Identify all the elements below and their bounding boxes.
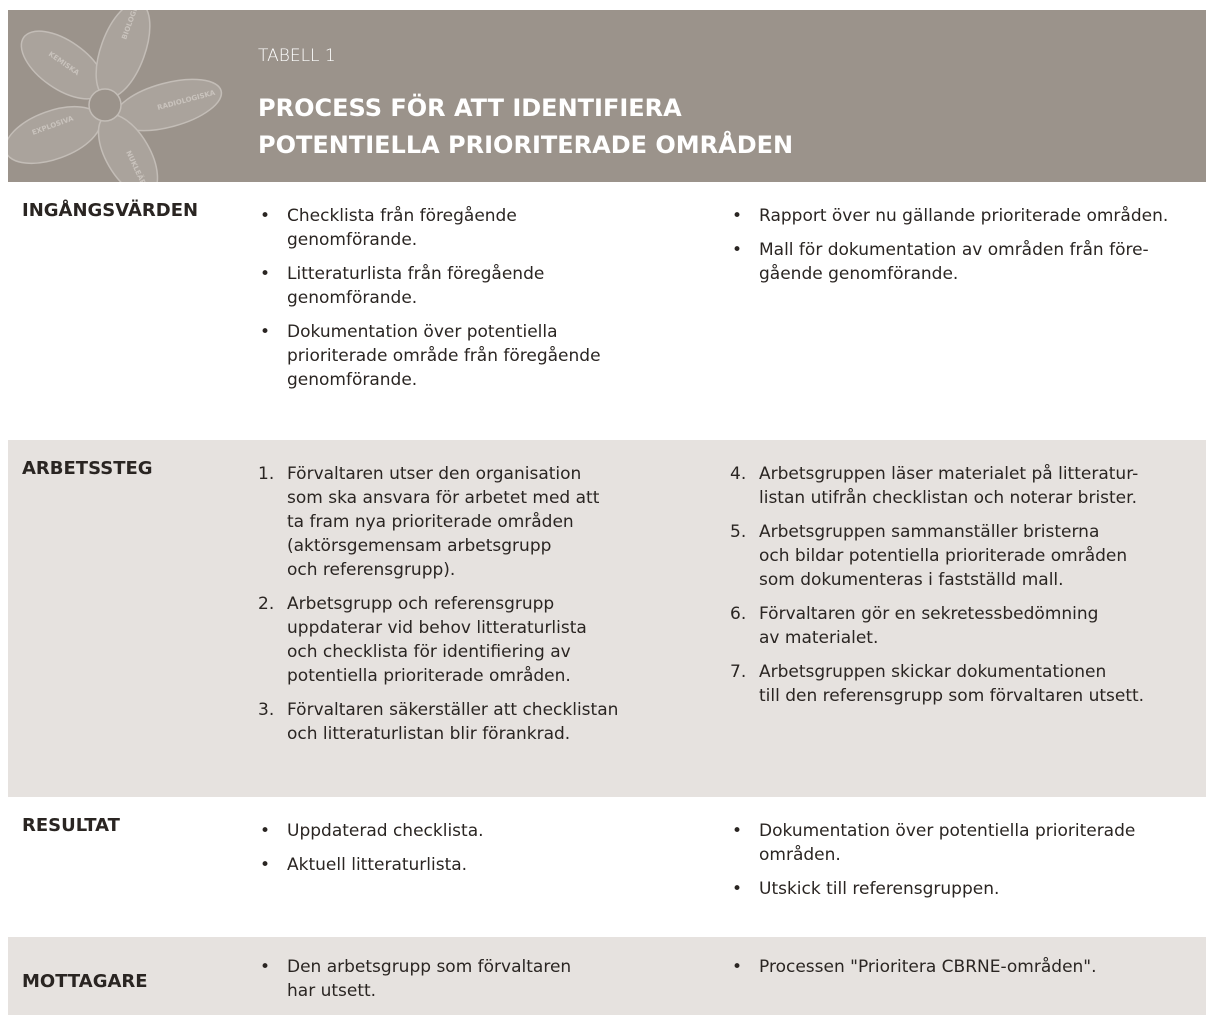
- item-text: Litteraturlista från föregående genomför…: [287, 264, 545, 308]
- table-row: INGÅNGSVÄRDEN Checklista från föregående …: [8, 182, 1206, 440]
- table: INGÅNGSVÄRDEN Checklista från föregående …: [8, 182, 1206, 1015]
- list-item: Uppdaterad checklista.: [258, 819, 698, 843]
- cell: 1. Förvaltaren utser den organisation som…: [258, 462, 698, 756]
- cell: Den arbetsgrupp som förvaltaren har utse…: [258, 955, 698, 1013]
- list-item: Dokumentation över potentiella prioriter…: [258, 320, 698, 392]
- list-item: Dokumentation över potentiella prioriter…: [730, 819, 1206, 867]
- item-text: Förvaltaren gör en sekretessbedömning av…: [759, 604, 1099, 648]
- item-text: Dokumentation över potentiella prioriter…: [287, 322, 601, 390]
- cell: Processen "Prioritera CBRNE-områden".: [730, 955, 1206, 989]
- list-item: Rapport över nu gällande prioriterade om…: [730, 204, 1206, 228]
- list-item: 6. Förvaltaren gör en sekretessbedömning …: [730, 602, 1206, 650]
- cell: Rapport över nu gällande prioriterade om…: [730, 204, 1206, 296]
- item-text: Arbetsgruppen skickar dokumentationen ti…: [759, 662, 1145, 706]
- item-text: Checklista från föregående genomförande.: [287, 206, 517, 250]
- list-item: Utskick till referensgruppen.: [730, 877, 1206, 901]
- list-item: 5. Arbetsgruppen sammanställer bristerna …: [730, 520, 1206, 592]
- list-item: 7. Arbetsgruppen skickar dokumentationen …: [730, 660, 1206, 708]
- list-item: Aktuell litteraturlista.: [258, 853, 698, 877]
- item-number: 5.: [730, 522, 747, 542]
- item-number: 6.: [730, 604, 747, 624]
- list-item: Litteraturlista från föregående genomför…: [258, 262, 698, 310]
- list-item: Processen "Prioritera CBRNE-områden".: [730, 955, 1206, 979]
- item-text: Arbetsgrupp och referensgrupp uppdaterar…: [287, 594, 587, 686]
- list-item: 2. Arbetsgrupp och referensgrupp uppdater…: [258, 592, 698, 688]
- cell: Checklista från föregående genomförande.…: [258, 204, 698, 402]
- item-number: 7.: [730, 662, 747, 682]
- table-title: PROCESS FÖR ATT IDENTIFIERA POTENTIELLA …: [258, 94, 794, 159]
- item-text: Utskick till referensgruppen.: [759, 879, 1000, 899]
- table-row: RESULTAT Uppdaterad checklista. Aktuell li…: [8, 797, 1206, 937]
- list-item: 4. Arbetsgruppen läser materialet på litt…: [730, 462, 1206, 510]
- list-item: Checklista från föregående genomförande.: [258, 204, 698, 252]
- item-text: Aktuell litteraturlista.: [287, 855, 468, 875]
- item-text: Mall för dokumentation av områden från f…: [759, 240, 1149, 284]
- item-number: 1.: [258, 464, 275, 484]
- list-item: 1. Förvaltaren utser den organisation som…: [258, 462, 698, 582]
- list-item: 3. Förvaltaren säkerställer att checklist…: [258, 698, 698, 746]
- table-row: MOTTAGARE Den arbetsgrupp som förvaltaren…: [8, 937, 1206, 1015]
- emblem: KEMISKABIOLOGISKARADIOLOGISKAEXPLOSIVANU…: [8, 10, 223, 182]
- row-label: MOTTAGARE: [22, 971, 148, 992]
- item-text: Uppdaterad checklista.: [287, 821, 484, 841]
- item-number: 4.: [730, 464, 747, 484]
- cell: Dokumentation över potentiella prioriter…: [730, 819, 1206, 911]
- list-item: Mall för dokumentation av områden från f…: [730, 238, 1206, 286]
- item-text: Dokumentation över potentiella prioriter…: [759, 821, 1136, 865]
- item-number: 2.: [258, 594, 275, 614]
- row-label: ARBETSSTEG: [22, 458, 153, 479]
- item-text: Förvaltaren utser den organisation som s…: [287, 464, 600, 580]
- cell: 4. Arbetsgruppen läser materialet på litt…: [730, 462, 1206, 718]
- item-text: Processen "Prioritera CBRNE-områden".: [759, 957, 1097, 977]
- cell: Uppdaterad checklista. Aktuell litteratur…: [258, 819, 698, 887]
- row-label: INGÅNGSVÄRDEN: [22, 200, 199, 221]
- item-number: 3.: [258, 700, 275, 720]
- item-text: Förvaltaren säkerställer att checklistan…: [287, 700, 619, 744]
- header: KEMISKA BIOLOGISKA RADIOLOGISKA EXPLOSIVA NU…: [8, 10, 1206, 182]
- table-kicker: TABELL 1: [258, 46, 336, 66]
- table-row: ARBETSSTEG 1. Förvaltaren utser den organi…: [8, 440, 1206, 797]
- item-text: Arbetsgruppen sammanställer bristerna oc…: [759, 522, 1128, 590]
- item-text: Den arbetsgrupp som förvaltaren har utse…: [287, 957, 572, 1001]
- list-item: Den arbetsgrupp som förvaltaren har utse…: [258, 955, 698, 1003]
- item-text: Rapport över nu gällande prioriterade om…: [759, 206, 1169, 226]
- row-label: RESULTAT: [22, 815, 120, 836]
- item-text: Arbetsgruppen läser materialet på litter…: [759, 464, 1139, 508]
